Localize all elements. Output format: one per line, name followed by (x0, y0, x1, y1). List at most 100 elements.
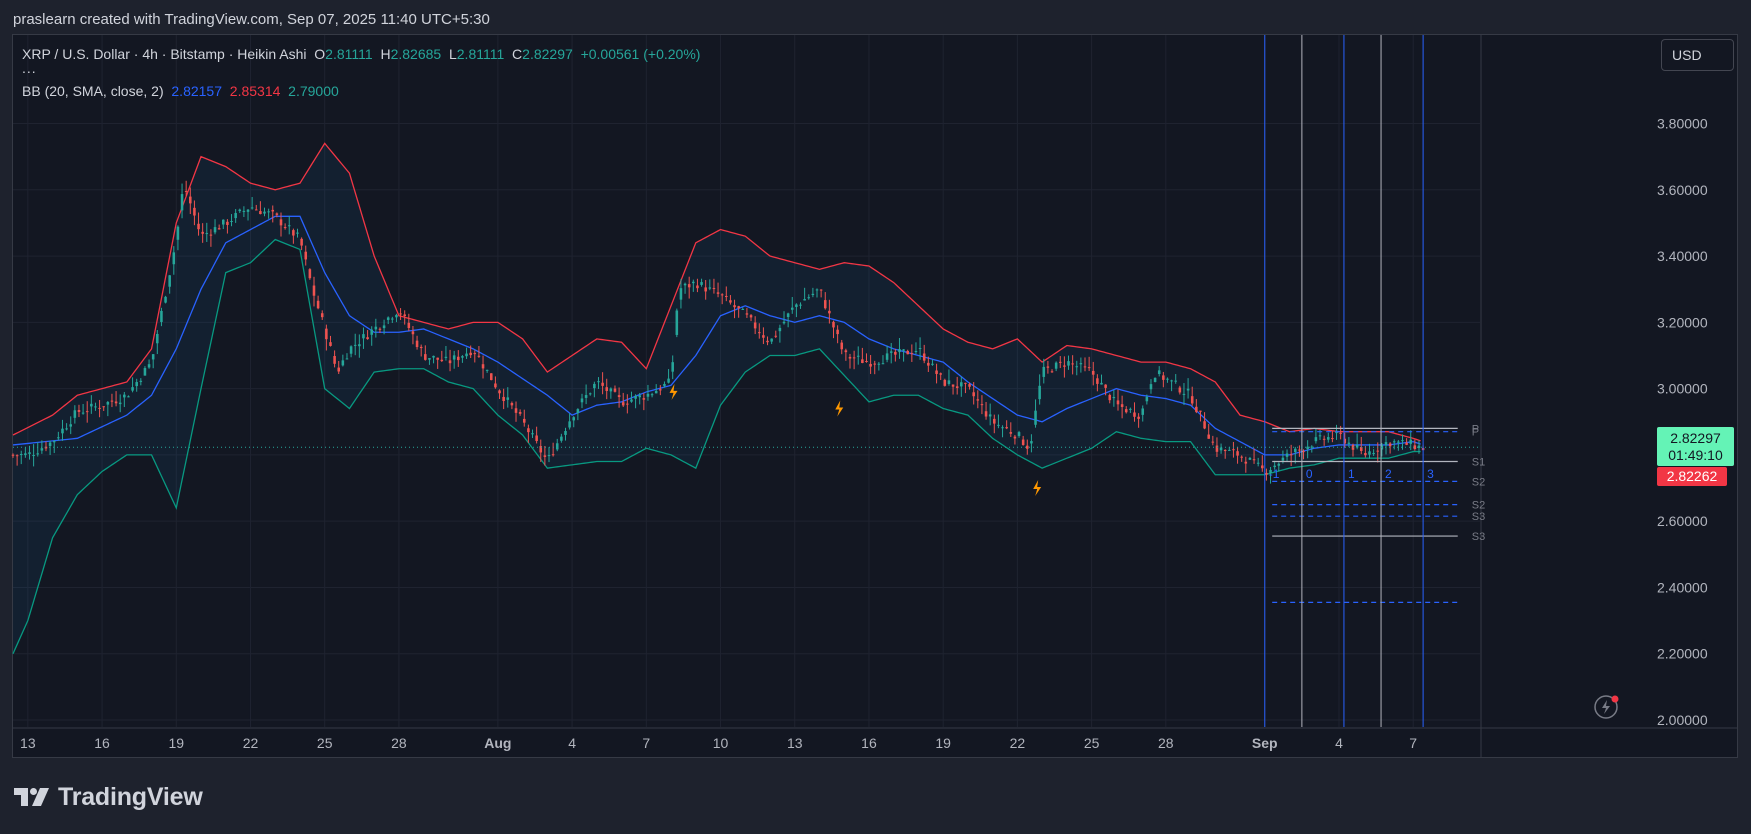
candle-body (1199, 410, 1202, 412)
x-axis-tick-label: 28 (1158, 735, 1174, 751)
candle-body (485, 369, 489, 371)
candle-body (696, 285, 699, 289)
replay-bolt-icon (1602, 700, 1610, 714)
candle-body (201, 231, 204, 234)
candle-body (337, 367, 341, 372)
candle-body (778, 327, 782, 332)
candle-body (976, 399, 980, 401)
pivot-level-label: P (1472, 423, 1479, 435)
candle-body (300, 238, 303, 246)
candle-body (386, 317, 390, 320)
pivot-level-label: S3 (1472, 511, 1485, 523)
candle-body (452, 355, 456, 360)
candle-body (102, 406, 105, 408)
pivot-level-label: S2 (1472, 476, 1485, 488)
candle-body (81, 412, 85, 414)
candle-body (1318, 435, 1322, 437)
candle-body (1021, 439, 1025, 445)
y-axis-tick-label: 3.20000 (1657, 314, 1708, 330)
candle-body (110, 400, 114, 402)
candle-body (168, 275, 171, 287)
candle-body (1186, 388, 1190, 391)
candle-body (131, 387, 134, 391)
candle-body (436, 357, 439, 360)
candle-body (560, 436, 563, 441)
candle-body (877, 363, 881, 365)
legend-more-button[interactable]: ... (22, 60, 37, 76)
candle-body (419, 346, 423, 349)
candle-body (407, 322, 411, 328)
candle-body (803, 299, 806, 301)
candle-body (1359, 447, 1363, 451)
candle-body (1071, 363, 1074, 365)
candle-body (498, 390, 501, 394)
x-axis-tick-label: 22 (1010, 735, 1026, 751)
candle-body (1388, 443, 1392, 447)
candle-body (832, 321, 835, 328)
candle-body (840, 342, 844, 350)
candle-body (939, 373, 942, 375)
currency-button[interactable]: USD (1661, 39, 1734, 71)
bb-label[interactable]: BB (20, SMA, close, 2) (22, 83, 164, 99)
symbol-label[interactable]: XRP / U.S. Dollar · 4h · Bitstamp · Heik… (22, 46, 307, 62)
candle-body (1331, 438, 1334, 440)
candle-body (910, 353, 914, 355)
candle-body (1392, 441, 1396, 443)
low-label: L (448, 46, 457, 62)
bb-basis-line (12, 215, 1421, 456)
candle-body (828, 310, 831, 314)
candle-body (935, 370, 938, 374)
candle-body (931, 363, 934, 365)
candle-body (271, 209, 275, 212)
candle-body (1364, 452, 1367, 456)
candle-body (807, 297, 811, 299)
candle-body (250, 207, 254, 209)
candle-body (1133, 412, 1136, 417)
x-axis-tick-label: 13 (787, 735, 803, 751)
x-axis-tick-label: 19 (935, 735, 951, 751)
candle-body (885, 353, 889, 360)
candle-body (48, 442, 52, 447)
candle-body (918, 347, 922, 349)
candle-body (1182, 393, 1186, 395)
candle-body (1228, 449, 1231, 451)
candle-body (873, 363, 877, 365)
flash-event-icon[interactable] (1033, 480, 1042, 497)
candle-body (333, 356, 336, 364)
candle-body (259, 211, 262, 215)
y-axis-tick-label: 3.60000 (1657, 182, 1708, 198)
candle-body (151, 354, 155, 360)
candle-body (1170, 380, 1173, 382)
candle-body (415, 340, 419, 348)
flash-event-icon[interactable] (835, 400, 844, 417)
candle-body (279, 219, 283, 226)
candle-body (11, 454, 15, 456)
candle-body (626, 403, 629, 405)
candle-body (568, 421, 571, 428)
candle-body (1145, 396, 1149, 402)
candle-body (226, 221, 229, 225)
candle-body (745, 313, 749, 315)
candle-body (1153, 377, 1157, 382)
candle-body (1376, 450, 1380, 452)
candle-body (374, 326, 378, 330)
candle-body (758, 332, 761, 334)
flash-event-icon[interactable] (669, 383, 678, 400)
candle-body (947, 380, 951, 384)
candle-body (856, 355, 860, 357)
chart-frame[interactable] (12, 34, 1738, 758)
candle-body (362, 334, 365, 339)
candle-body (1141, 408, 1145, 415)
candle-body (663, 383, 666, 386)
candle-body (650, 394, 654, 396)
candle-body (1322, 438, 1326, 440)
replay-icon[interactable] (1594, 695, 1618, 719)
candle-body (172, 252, 176, 265)
x-axis-tick-label: 10 (713, 735, 729, 751)
vertical-marker-label: 2 (1385, 467, 1392, 481)
candle-body (943, 379, 947, 386)
candle-body (1034, 410, 1037, 425)
candle-body (1211, 441, 1215, 443)
candle-body (667, 378, 670, 383)
